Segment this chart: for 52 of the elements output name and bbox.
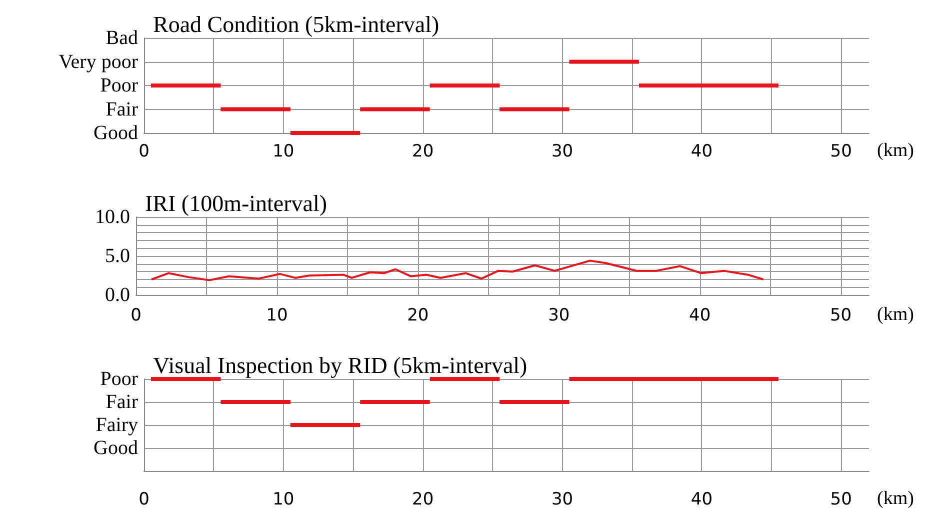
y-tick-label: Very poor [58,50,138,73]
y-tick-label: 10.0 [95,206,130,228]
x-tick-label: 50 [830,142,852,162]
chart-title: Road Condition (5km-interval) [153,12,440,37]
y-tick-label: Poor [100,368,138,390]
x-axis-title: (km) [877,304,914,325]
bar [290,423,360,427]
x-tick-label: 10 [272,142,294,162]
y-tick-label: 5.0 [105,245,130,267]
x-tick-label: 40 [689,306,711,326]
x-tick-label: 30 [548,306,570,326]
bar [360,107,430,112]
y-tick-label: 0.0 [105,284,130,306]
x-axis-title: (km) [877,140,914,161]
bar [220,107,290,112]
y-tick-label: Fairy [96,414,138,436]
x-tick-label: 10 [266,306,288,326]
chart-title: IRI (100m-interval) [145,191,328,216]
x-tick-label: 0 [138,142,150,162]
bar [430,84,500,88]
y-tick-label: Poor [100,74,138,96]
x-axis-title: (km) [877,488,914,509]
bar [569,60,639,64]
bar [500,107,570,112]
x-tick-label: 30 [551,142,574,162]
y-tick-label: Bad [106,27,138,49]
bar [150,377,221,381]
bar [360,400,430,404]
x-tick-label: 50 [830,306,852,326]
y-tick-label: Fair [106,98,138,120]
x-tick-label: 20 [412,142,434,162]
bar [638,84,778,88]
y-tick-label: Good [94,122,138,144]
line-series [150,260,764,282]
x-tick-label: 30 [551,490,574,510]
x-tick-label: 50 [830,490,852,510]
bar [430,377,500,381]
bar [500,400,570,404]
bar [150,84,221,88]
bar [220,400,290,404]
x-tick-label: 40 [690,142,713,162]
chart-title: Visual Inspection by RID (5km-interval) [153,353,528,378]
x-tick-label: 20 [412,490,434,510]
bar [569,377,778,381]
x-tick-label: 10 [272,490,294,510]
x-tick-label: 40 [690,490,713,510]
x-tick-label: 0 [138,490,150,510]
y-tick-label: Fair [106,391,138,413]
x-tick-label: 0 [130,306,142,326]
y-tick-label: Good [94,437,138,459]
x-tick-label: 20 [407,306,429,326]
bar [290,131,360,135]
